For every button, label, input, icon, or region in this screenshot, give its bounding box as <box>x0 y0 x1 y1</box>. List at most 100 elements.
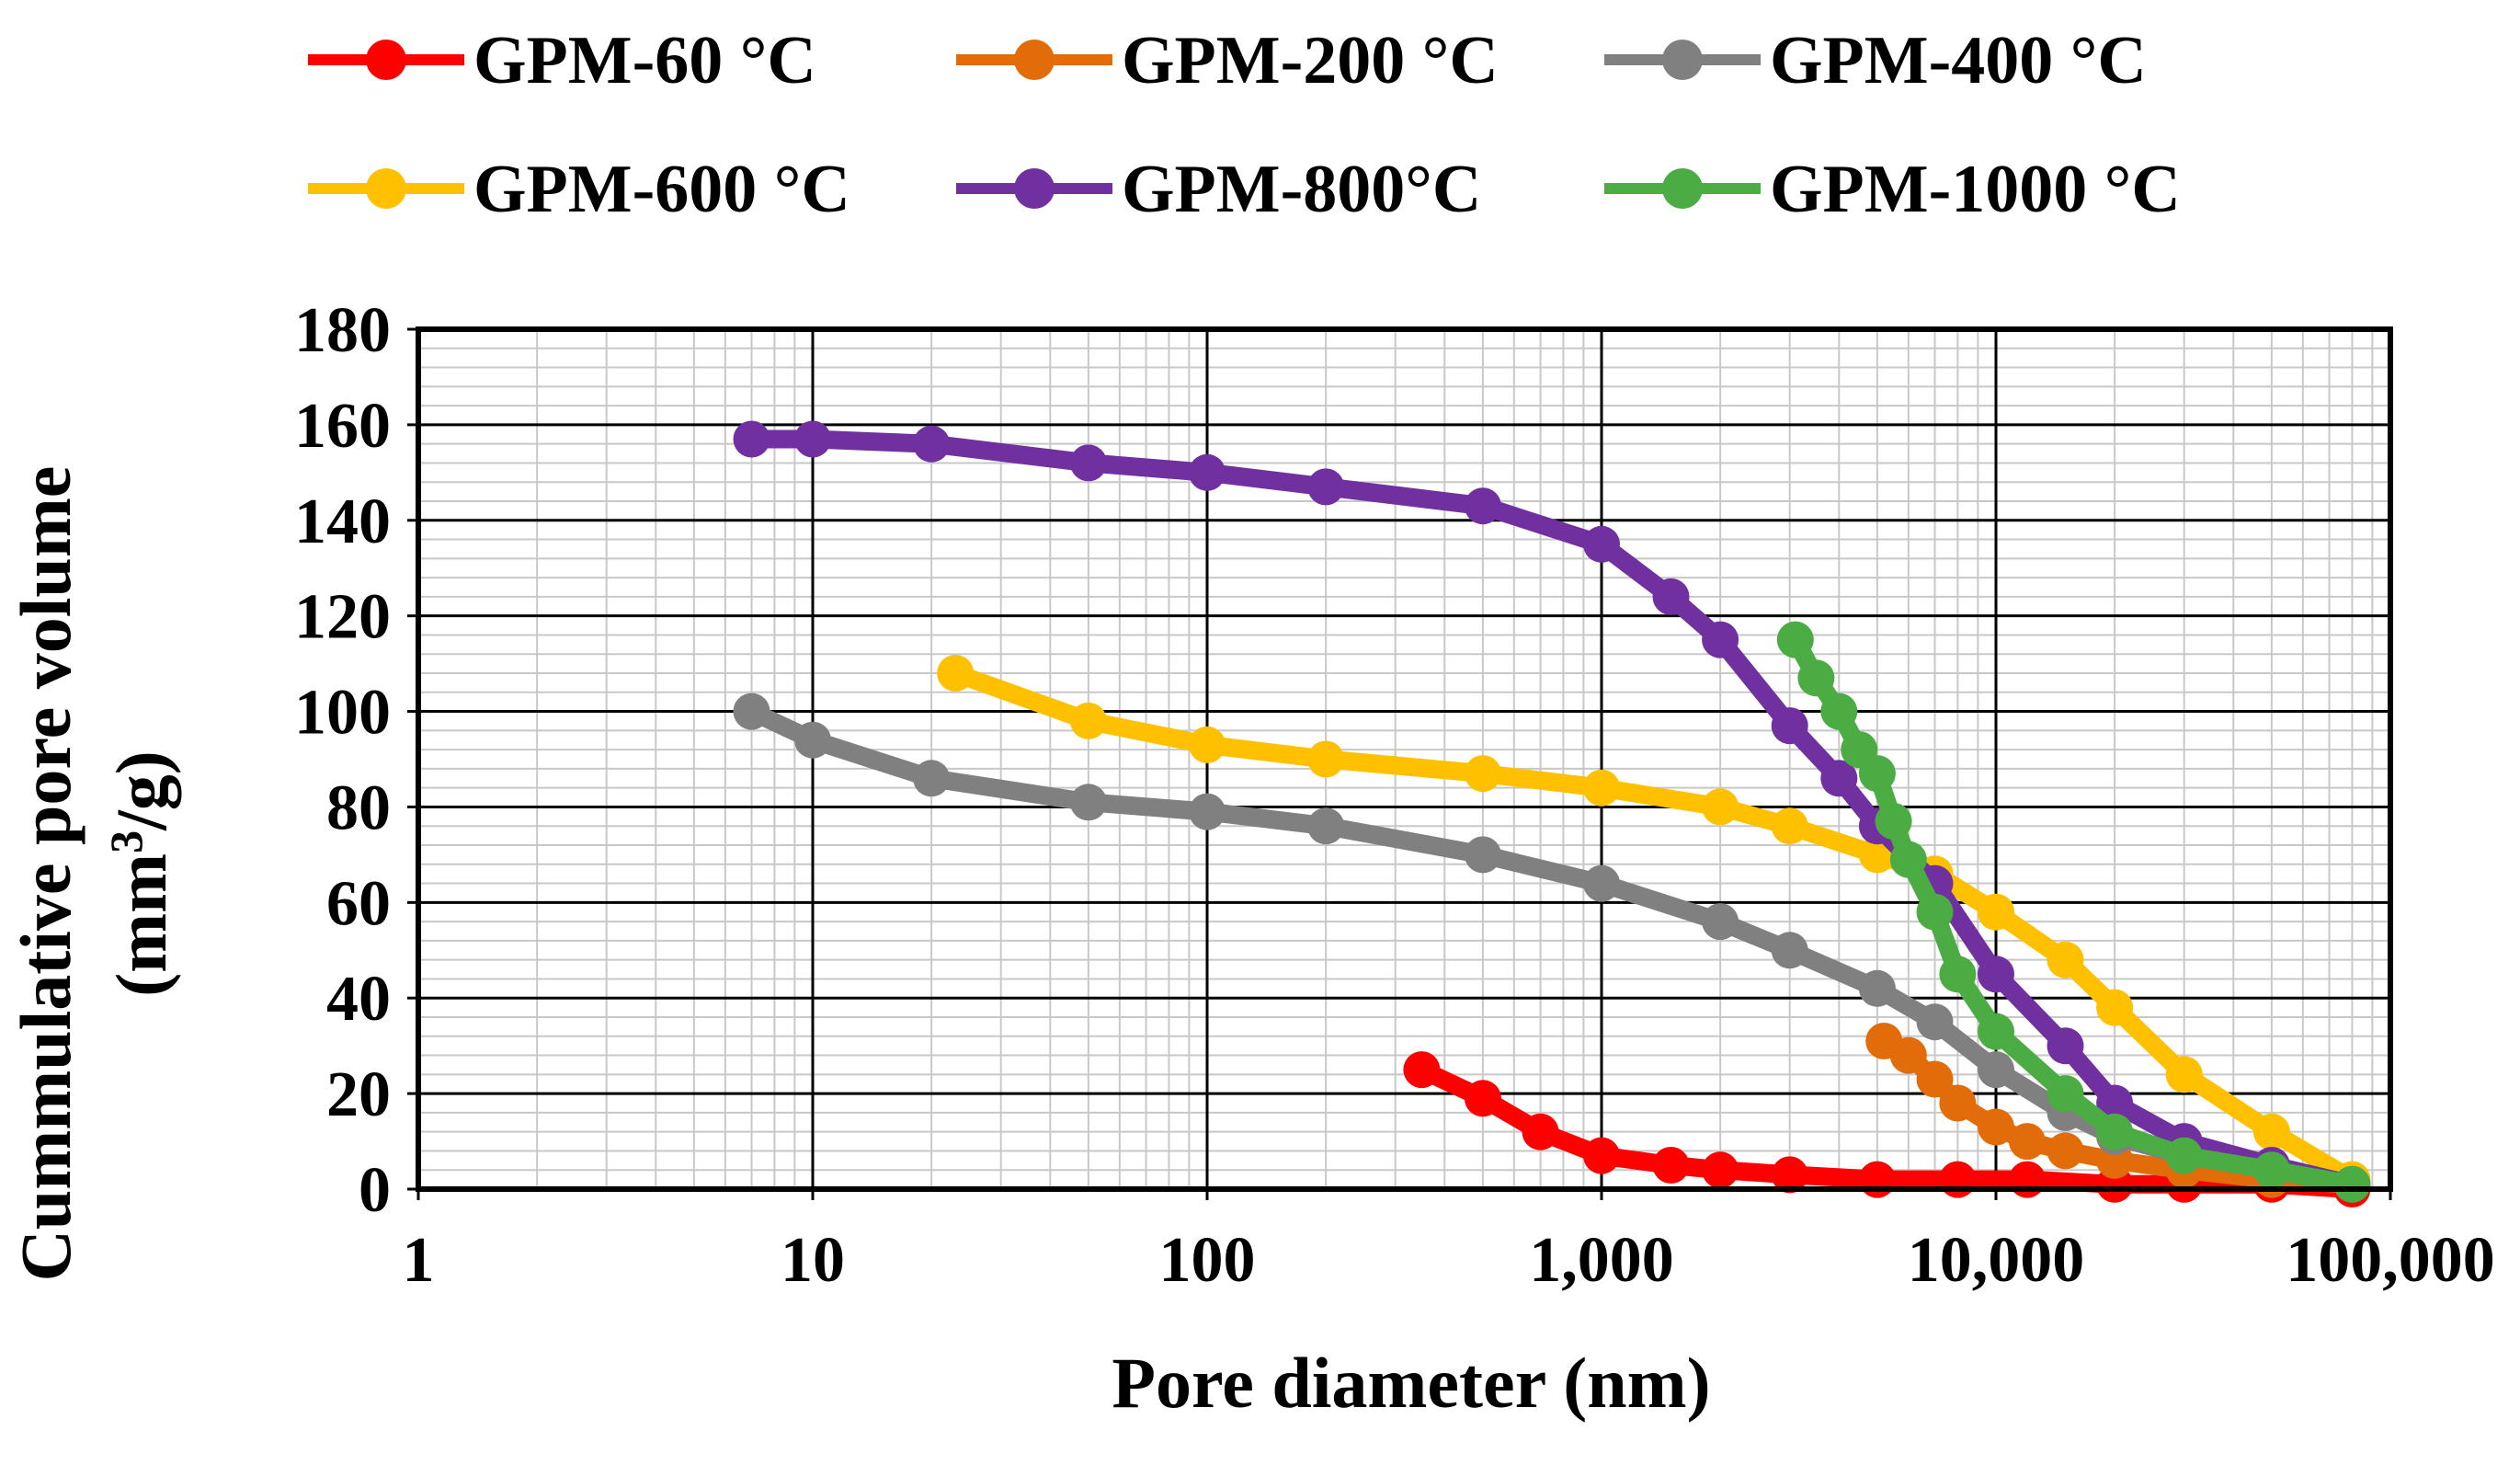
y-tick-label: 100 <box>294 678 391 749</box>
y-axis-units-end: /g) <box>101 750 181 831</box>
data-point <box>1189 793 1226 830</box>
data-point <box>1939 1161 1977 1198</box>
data-point <box>1069 784 1107 821</box>
y-axis-units-main: (mm <box>101 853 181 997</box>
data-point <box>1858 755 1896 793</box>
series-3 <box>937 655 2371 1198</box>
y-axis-title: Cummulative pore volume <box>6 466 86 1282</box>
data-point <box>733 692 770 730</box>
data-point <box>1069 444 1107 482</box>
data-point <box>1583 1137 1620 1174</box>
y-tick-label: 20 <box>326 1059 391 1130</box>
data-point <box>1916 893 1954 931</box>
legend-marker <box>1014 168 1055 209</box>
data-point <box>2009 1123 2046 1161</box>
data-point <box>2096 1084 2134 1122</box>
data-point <box>1771 932 1808 969</box>
data-point <box>1464 836 1501 874</box>
data-point <box>2096 989 2134 1026</box>
series-5 <box>1776 621 2371 1203</box>
data-point <box>2165 1137 2203 1174</box>
data-point <box>913 425 951 463</box>
grid-layer <box>416 327 2392 1191</box>
data-point <box>1978 893 2014 931</box>
legend-item-0: GPM-60 °C <box>308 23 816 98</box>
y-tick-label: 140 <box>294 486 391 557</box>
data-point <box>2252 1113 2290 1150</box>
data-point <box>1889 841 1927 878</box>
data-point <box>1189 726 1226 763</box>
data-point <box>1583 864 1620 902</box>
axis-layer: 0 20 40 60 80 100 120 140 160 180 1 10 100 1,000 10,00… <box>294 295 2495 1296</box>
data-point <box>1464 487 1501 525</box>
x-tick-label: 100,000 <box>2286 1225 2495 1296</box>
data-point <box>2047 1132 2084 1170</box>
data-point <box>1069 702 1107 739</box>
data-point <box>2333 1165 2371 1203</box>
x-tick-label: 10 <box>781 1225 845 1296</box>
data-point <box>1702 788 1739 826</box>
data-point <box>2047 1075 2084 1113</box>
data-point <box>1583 769 1620 807</box>
data-point <box>1702 1151 1739 1189</box>
y-tick-label: 0 <box>359 1155 391 1226</box>
data-point <box>1464 755 1501 793</box>
data-point <box>1978 1051 2014 1089</box>
data-point <box>2009 1161 2046 1198</box>
legend-marker <box>1662 168 1703 209</box>
data-point <box>1583 525 1620 563</box>
y-axis-title-line1: Cummulative pore volume <box>6 466 86 1282</box>
data-point <box>2047 1027 2084 1065</box>
y-tick-label: 40 <box>326 964 391 1035</box>
data-point <box>794 420 831 458</box>
data-point <box>1307 807 1345 845</box>
legend-marker <box>366 40 406 80</box>
data-point <box>1771 707 1808 745</box>
data-point <box>2047 941 2084 979</box>
data-point <box>2096 1113 2134 1150</box>
x-tick-label: 1,000 <box>1529 1225 1674 1296</box>
data-point <box>1916 1060 1954 1098</box>
legend-item-2: GPM-400 °C <box>1604 23 2147 98</box>
data-point <box>1307 468 1345 506</box>
frame-layer <box>416 326 2393 1192</box>
legend-marker <box>1014 40 1055 80</box>
x-axis-title: Pore diameter (nm) <box>1112 1343 1710 1423</box>
data-point <box>1776 621 1814 658</box>
data-point <box>1652 578 1690 615</box>
data-point <box>1978 1108 2014 1146</box>
data-point <box>1875 803 1912 840</box>
data-point <box>794 721 831 759</box>
data-point <box>1771 807 1808 845</box>
series-layer <box>733 420 2371 1207</box>
data-point <box>1403 1051 1441 1089</box>
y-tick-label: 180 <box>294 295 391 366</box>
data-point <box>1797 659 1835 697</box>
legend-label: GPM-600 °C <box>473 152 850 227</box>
data-point <box>1702 621 1739 658</box>
legend-item-4: GPM-800°C <box>956 152 1481 227</box>
data-point <box>1771 1156 1808 1194</box>
legend-layer: GPM-60 °C GPM-200 °C GPM-400 °C GPM-600 °C G… <box>308 23 2181 227</box>
legend-item-5: GPM-1000 °C <box>1604 152 2181 227</box>
data-point <box>1464 1080 1501 1117</box>
plot-frame <box>416 326 2393 1192</box>
data-point <box>1820 760 1858 797</box>
data-point <box>1889 1036 1927 1074</box>
y-tick-label: 160 <box>294 391 391 462</box>
data-point <box>2165 1056 2203 1093</box>
data-point <box>1652 1147 1690 1184</box>
data-point <box>1916 1003 1954 1041</box>
y-axis-units-sup: 3 <box>100 830 152 853</box>
data-point <box>1702 903 1739 941</box>
y-axis-title-units: (mm3/g) <box>100 750 181 997</box>
data-point <box>1939 956 1977 993</box>
legend-marker <box>1662 40 1703 80</box>
data-point <box>1978 956 2014 993</box>
data-point <box>1978 1013 2014 1050</box>
legend-label: GPM-800°C <box>1122 152 1481 227</box>
legend-label: GPM-1000 °C <box>1770 152 2181 227</box>
series-line <box>946 664 2362 1189</box>
